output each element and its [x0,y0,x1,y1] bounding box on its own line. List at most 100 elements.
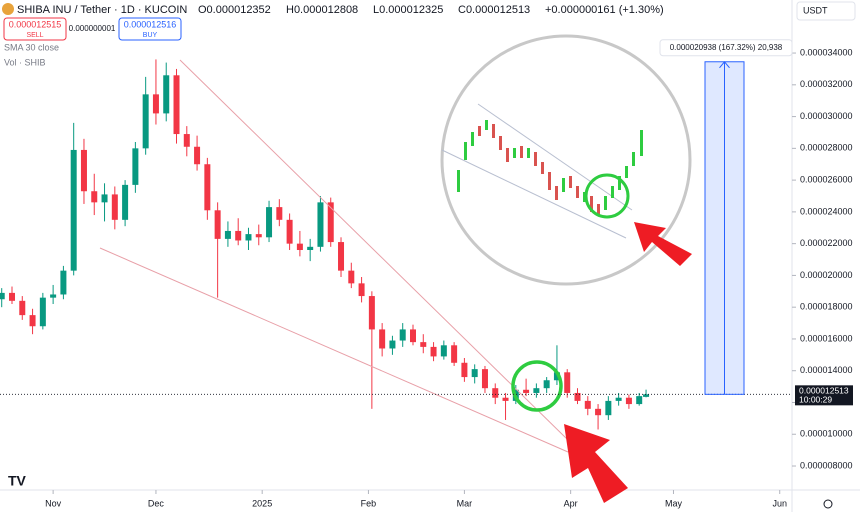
measure-label-box [659,39,793,57]
lower-trendline [99,247,569,453]
candle-body [471,369,478,378]
indicator-volume[interactable]: Vol · SHIB [4,57,46,67]
candle-body [183,134,190,147]
candle-body [307,246,314,251]
x-tick-label: Jun [772,498,787,508]
y-tick-label: 0.000008000 [800,460,853,470]
ohlc-close: C0.000012513 [458,4,530,16]
y-tick-label: 0.000018000 [800,302,853,312]
inset-red-arrow [634,222,692,266]
ohlc-low: L0.000012325 [373,4,443,16]
candle-body [224,230,231,239]
x-tick-label: Nov [45,498,62,508]
sell-label[interactable]: SELL [26,32,43,39]
candle-body [245,234,252,241]
last-price-box [795,385,853,406]
candle-body [481,369,488,389]
measure-label: 0.000020938 (167.32%) 20,938 [670,43,783,52]
red-arrow [564,424,628,503]
candle-body [255,234,262,238]
candle-body [358,283,365,297]
candle-body [502,397,509,401]
indicator-sma[interactable]: SMA 30 close [4,42,59,52]
candle-body [91,191,98,203]
candle-body [553,372,560,381]
candle-body [420,342,427,347]
candle-body [533,388,540,393]
x-tick-label: 2025 [252,498,272,508]
y-tick-label: 0.000026000 [800,174,853,184]
currency-label[interactable]: USDT [803,5,828,15]
candle-body [142,94,149,149]
ohlc-values: O0.000012352 H0.000012808 L0.000012325 C… [198,4,664,16]
candle-body [235,230,242,241]
candle-body [266,207,273,238]
candle-body [80,149,87,192]
candle-body [122,184,129,220]
buy-button[interactable]: 0.000012516 BUY [118,17,182,41]
inset-illustration [440,34,692,286]
y-tick-label: 0.000016000 [800,333,853,343]
buy-label[interactable]: BUY [143,32,158,39]
candle-body [39,297,46,327]
tv-logo: TV [8,473,27,489]
inset-candles [457,120,643,216]
candle-body [132,148,139,185]
candle-body [173,75,180,135]
candle-body [440,345,447,357]
measure-arrow-head [719,60,730,69]
candle-body [636,396,643,405]
candle-body [523,389,530,393]
candle-body [317,202,324,247]
y-tick-label: 0.000020000 [800,270,853,280]
candle-body [492,388,499,398]
candle-body [451,345,458,363]
candle-body [327,202,334,243]
x-tick-label: Feb [361,498,377,508]
y-tick-label: 0.000032000 [800,79,853,89]
candle-body [543,380,550,389]
x-tick-label: Apr [564,498,578,508]
candle-body [60,270,67,295]
y-tick-label: 0.000030000 [800,111,853,121]
candle-body [338,242,345,271]
candle-body [348,270,355,284]
candle-body [286,219,293,244]
inset-lower-line [441,149,627,239]
inset-upper-line [477,103,633,211]
y-tick-label: 0.000028000 [800,143,853,153]
candle-body [643,394,650,397]
candle-body [625,397,632,405]
inset-breakout-circle [584,173,630,219]
buy-price[interactable]: 0.000012516 [124,19,177,29]
settings-icon[interactable] [823,499,833,509]
spread: 0.000000001 [69,24,116,33]
candle-body [8,292,15,301]
breakout-circle [511,360,563,412]
currency-selector[interactable] [796,1,856,21]
candle-body [574,392,581,401]
inset-circle [440,34,692,286]
plot-area [0,59,650,430]
y-tick-label: 0.000022000 [800,238,853,248]
sell-button[interactable]: 0.000012515 SELL [3,17,67,41]
candle-body [296,243,303,251]
ohlc-open: O0.000012352 [198,4,271,16]
candle-body [461,362,468,378]
candle-body [615,397,622,401]
candle-body [111,194,118,220]
candle-body [50,294,57,298]
candle-body [430,346,437,357]
y-tick-label: 0.000034000 [800,47,853,57]
sell-price[interactable]: 0.000012515 [9,19,62,29]
candle-body [564,372,571,393]
countdown-label: 10:00:29 [799,395,832,405]
candle-body [399,329,406,341]
candle-body [214,210,221,239]
y-tick-label: 0.000024000 [800,206,853,216]
x-tick-label: May [665,498,683,508]
candle-body [605,400,612,416]
last-price-label: 0.000012513 [799,386,849,396]
candle-body [595,408,602,416]
